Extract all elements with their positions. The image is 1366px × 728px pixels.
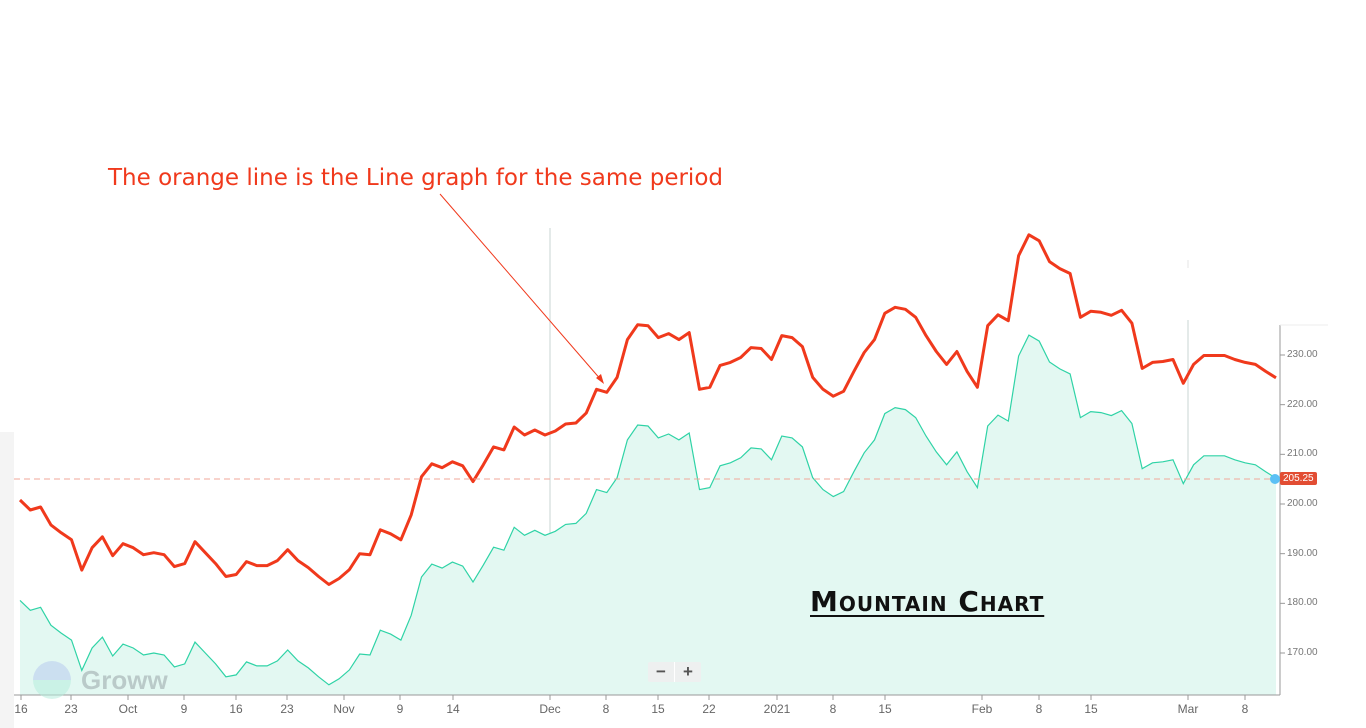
x-tick-label: 15 [1084, 702, 1098, 716]
y-tick-label: 190.00 [1287, 547, 1318, 559]
x-tick-label: Nov [333, 702, 355, 716]
x-tick-label: Dec [539, 702, 561, 716]
x-tick-label: 8 [829, 702, 837, 716]
x-tick-label: Feb [971, 702, 993, 716]
x-tick-label: 23 [280, 702, 294, 716]
x-tick-label: 23 [64, 702, 78, 716]
x-tick-label: 8 [1241, 702, 1249, 716]
zoom-out-button[interactable]: − [656, 662, 666, 681]
x-tick-label: 2021 [763, 702, 791, 716]
left-panel-strip [0, 432, 14, 728]
x-tick-label: Mar [1177, 702, 1199, 716]
current-price-dot [1270, 474, 1280, 484]
y-tick-label: 220.00 [1287, 398, 1318, 410]
watermark-text: Groww [81, 664, 168, 695]
x-tick-label: 8 [602, 702, 610, 716]
y-tick-label: 210.00 [1287, 448, 1318, 460]
x-tick-label: 9 [396, 702, 404, 716]
zoom-controls: − + [648, 662, 701, 682]
groww-watermark: Groww [33, 661, 168, 699]
y-tick-label: 180.00 [1287, 597, 1318, 609]
y-tick-label: 200.00 [1287, 498, 1318, 509]
x-tick-label: 16 [14, 702, 28, 716]
x-tick-label: 14 [446, 702, 460, 716]
x-tick-label: 16 [229, 702, 243, 716]
groww-logo-icon [33, 661, 71, 699]
annotation-arrow [439, 193, 603, 382]
mountain-chart-label: Mountain Chart [810, 585, 1045, 618]
x-tick-label: 15 [651, 702, 665, 716]
x-tick-label: 8 [1035, 702, 1043, 716]
x-tick-label: 9 [180, 702, 188, 716]
x-tick-label: Oct [118, 702, 138, 716]
orange-line [18, 233, 1277, 586]
arrowhead-icon [596, 374, 604, 384]
y-tick-label: 170.00 [1287, 647, 1318, 658]
mountain-area [20, 335, 1276, 695]
x-tick-label: 22 [702, 702, 716, 716]
annotation-text: The orange line is the Line graph for th… [108, 165, 723, 191]
zoom-in-button[interactable]: + [674, 662, 701, 682]
mountain-line [19, 334, 1277, 686]
y-tick-label: 230.00 [1287, 349, 1318, 360]
current-price-badge: 205.25 [1280, 472, 1317, 485]
x-tick-label: 15 [878, 702, 892, 716]
